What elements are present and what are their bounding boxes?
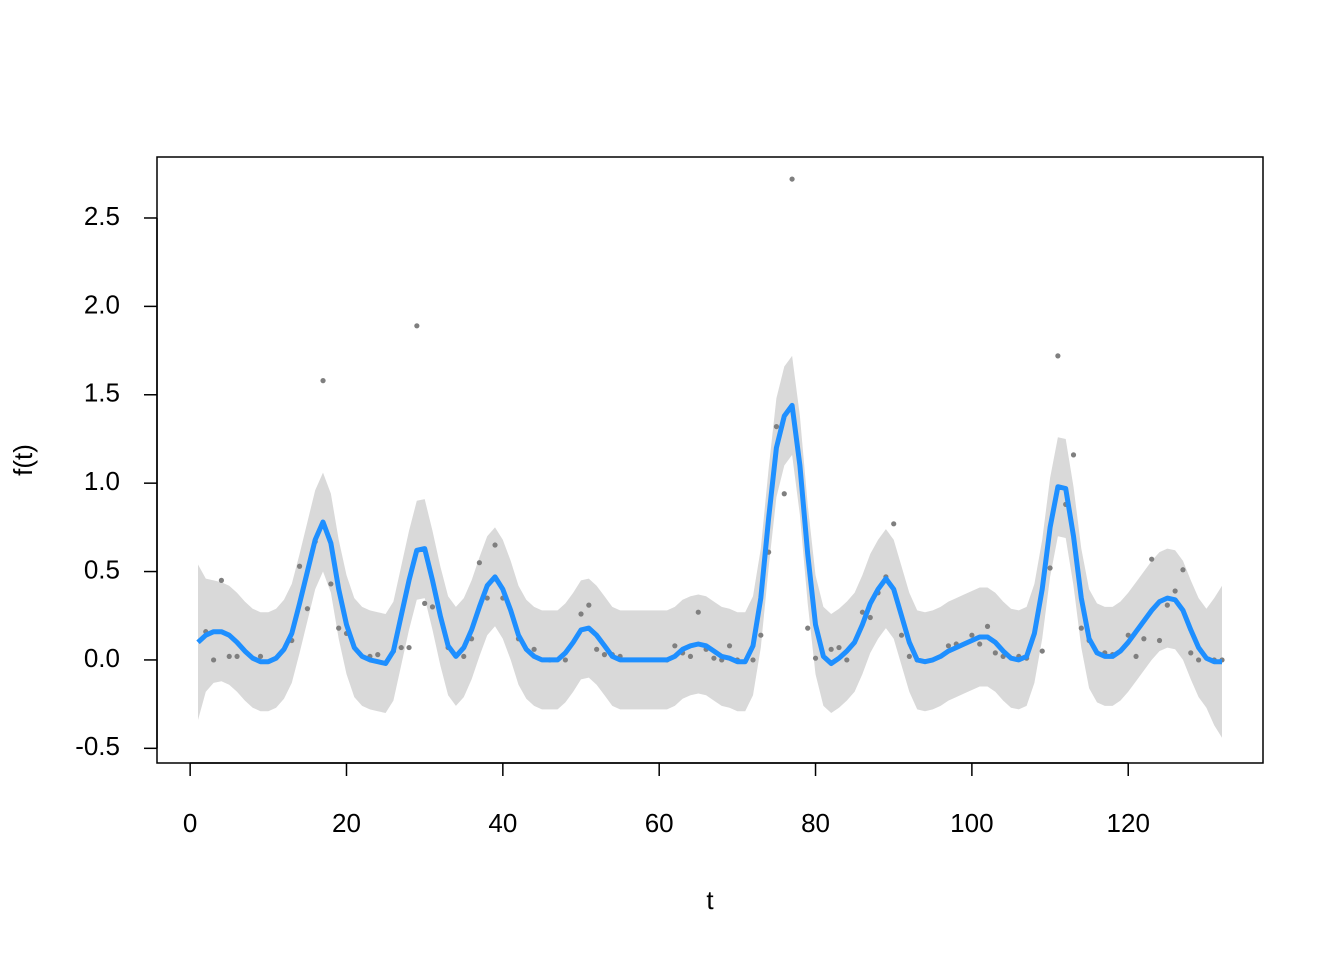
data-point bbox=[992, 650, 998, 656]
data-point bbox=[429, 604, 436, 610]
data-point bbox=[461, 653, 467, 660]
data-point bbox=[1149, 556, 1155, 562]
data-point bbox=[476, 560, 482, 566]
data-point bbox=[711, 655, 717, 661]
data-point bbox=[1039, 648, 1045, 654]
data-point bbox=[984, 623, 991, 629]
x-tick-label: 100 bbox=[950, 808, 993, 838]
data-point bbox=[336, 625, 342, 631]
data-point bbox=[406, 644, 412, 651]
data-point bbox=[320, 378, 326, 384]
data-point bbox=[789, 176, 795, 182]
x-tick-label: 120 bbox=[1107, 808, 1150, 838]
data-point bbox=[687, 653, 694, 660]
data-point bbox=[836, 644, 842, 651]
data-point bbox=[328, 581, 334, 587]
data-point bbox=[210, 657, 217, 663]
data-point bbox=[1156, 637, 1163, 644]
fit-line bbox=[196, 402, 1222, 666]
data-point bbox=[257, 653, 264, 660]
y-tick-label: 2.0 bbox=[84, 289, 120, 319]
data-point bbox=[601, 652, 608, 658]
data-point bbox=[898, 632, 905, 638]
data-point bbox=[296, 563, 303, 569]
data-point bbox=[969, 632, 975, 638]
x-tick-label: 60 bbox=[645, 808, 674, 838]
data-point bbox=[1078, 625, 1084, 631]
data-point bbox=[867, 614, 873, 621]
y-axis-title: f(t) bbox=[8, 444, 38, 476]
data-point bbox=[750, 657, 756, 663]
data-point bbox=[218, 577, 225, 583]
data-point bbox=[695, 609, 701, 615]
x-tick-label: 80 bbox=[801, 808, 830, 838]
data-point bbox=[234, 653, 240, 660]
data-point bbox=[1047, 565, 1053, 571]
data-point bbox=[672, 643, 678, 649]
data-point bbox=[226, 653, 232, 660]
data-point bbox=[758, 632, 764, 638]
x-axis-title: t bbox=[706, 885, 714, 915]
y-tick-label: 0.0 bbox=[84, 643, 120, 673]
data-point bbox=[1195, 657, 1202, 663]
data-point bbox=[1172, 588, 1178, 594]
data-point bbox=[531, 646, 537, 652]
data-point bbox=[781, 491, 787, 497]
data-point bbox=[906, 653, 912, 660]
data-point bbox=[977, 641, 983, 647]
data-point bbox=[484, 595, 490, 601]
data-point bbox=[375, 652, 381, 658]
x-tick-label: 0 bbox=[183, 808, 197, 838]
data-point bbox=[422, 600, 428, 606]
data-point bbox=[562, 657, 568, 663]
data-point bbox=[1133, 653, 1139, 660]
data-point bbox=[586, 602, 592, 608]
data-point bbox=[844, 657, 850, 663]
data-point bbox=[859, 609, 866, 615]
data-point bbox=[1070, 452, 1077, 458]
y-tick-label: 0.5 bbox=[84, 554, 120, 584]
data-point bbox=[805, 625, 811, 631]
data-point bbox=[1180, 567, 1186, 573]
data-point bbox=[828, 646, 834, 652]
confidence-band bbox=[198, 355, 1222, 738]
x-tick-label: 20 bbox=[332, 808, 361, 838]
data-point bbox=[1188, 650, 1194, 656]
data-point bbox=[492, 542, 498, 548]
data-point bbox=[891, 521, 897, 527]
y-tick-label: 2.5 bbox=[84, 201, 120, 231]
data-point bbox=[773, 423, 780, 430]
data-point bbox=[812, 655, 819, 661]
data-point bbox=[945, 643, 952, 649]
data-point bbox=[1164, 602, 1170, 608]
x-tick-label: 40 bbox=[488, 808, 517, 838]
data-point bbox=[578, 611, 584, 617]
y-tick-label: 1.5 bbox=[84, 378, 120, 408]
data-point bbox=[414, 323, 420, 329]
data-point bbox=[594, 646, 600, 652]
y-tick-label: 1.0 bbox=[84, 466, 120, 496]
data-point bbox=[304, 606, 311, 612]
data-point bbox=[726, 643, 733, 649]
y-tick-label: -0.5 bbox=[75, 731, 120, 761]
data-point bbox=[1141, 636, 1147, 642]
data-point bbox=[398, 644, 404, 651]
data-point bbox=[1055, 353, 1061, 359]
